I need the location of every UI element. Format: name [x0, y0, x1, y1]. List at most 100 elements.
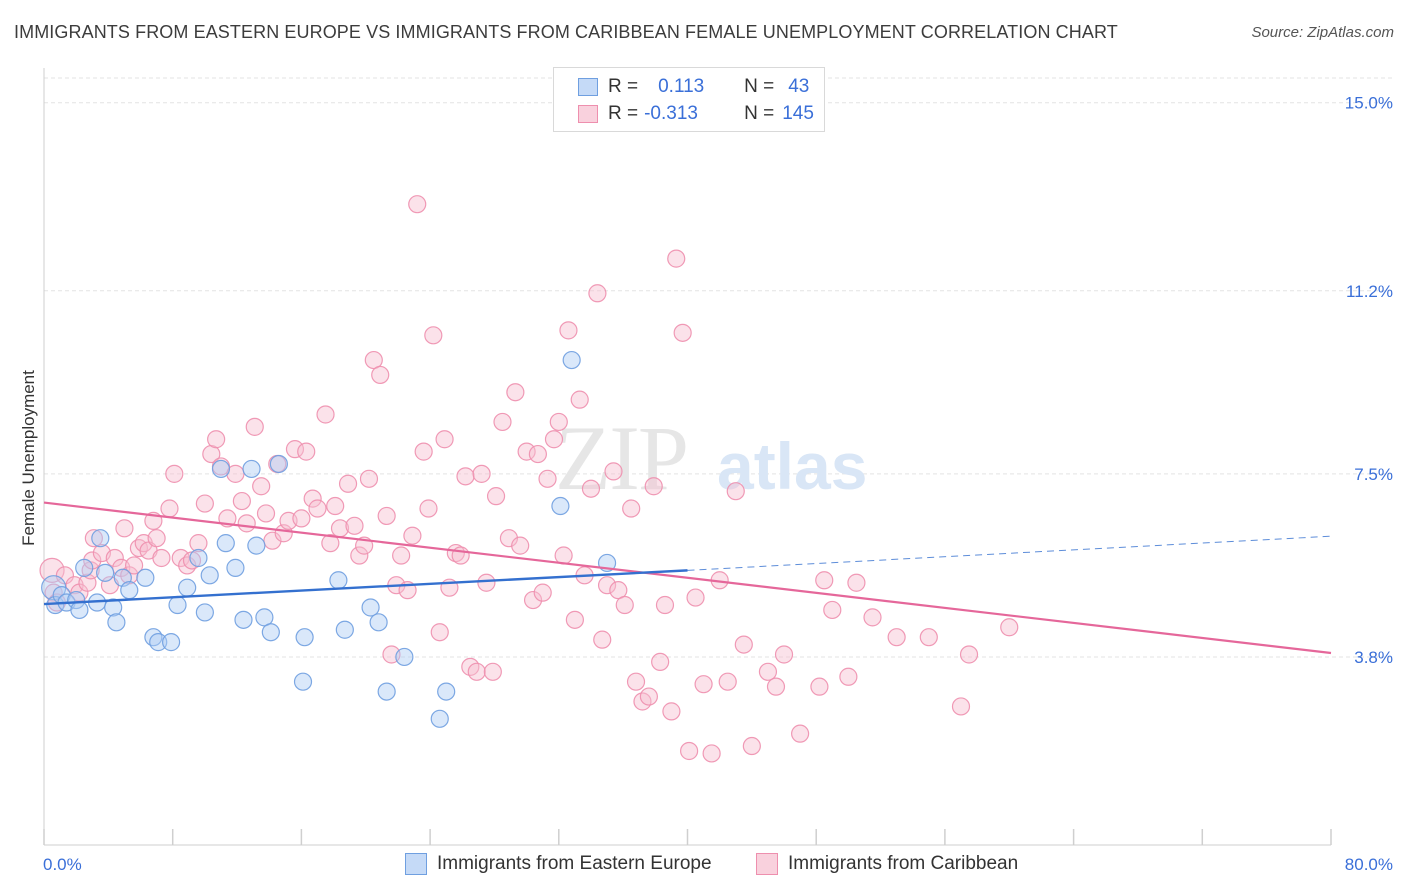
- data-point-eastern-europe: [551, 496, 570, 516]
- data-point-caribbean: [791, 724, 810, 743]
- data-point-caribbean: [424, 326, 443, 345]
- watermark-atlas: atlas: [717, 429, 867, 503]
- data-point-caribbean: [303, 489, 322, 508]
- data-point-caribbean: [237, 514, 256, 533]
- watermark-zip: ZIP: [555, 407, 687, 509]
- data-point-caribbean: [559, 321, 578, 340]
- data-point-caribbean: [506, 383, 525, 402]
- data-point-eastern-europe: [120, 581, 139, 600]
- data-point-caribbean: [742, 736, 761, 756]
- data-point-caribbean: [810, 677, 829, 696]
- data-point-caribbean: [308, 499, 327, 518]
- data-point-caribbean: [597, 576, 617, 595]
- x-tick-label: 0.0%: [43, 855, 82, 874]
- data-point-eastern-europe: [430, 709, 449, 728]
- data-point-eastern-europe: [562, 350, 581, 370]
- data-point-caribbean: [408, 195, 427, 214]
- data-point-caribbean: [626, 672, 646, 691]
- data-point-eastern-europe: [295, 628, 314, 647]
- data-point-eastern-europe: [211, 459, 231, 479]
- data-point-caribbean: [377, 506, 396, 526]
- data-point-caribbean: [256, 504, 276, 523]
- data-point-eastern-europe: [261, 623, 280, 642]
- data-point-caribbean: [232, 491, 251, 511]
- legend-r-label: R =: [608, 103, 639, 124]
- data-point-caribbean: [430, 623, 449, 642]
- data-point-eastern-europe: [395, 647, 414, 667]
- data-point-eastern-europe: [247, 536, 266, 555]
- data-point-eastern-europe: [269, 454, 288, 474]
- data-point-eastern-europe: [91, 529, 110, 548]
- data-point-caribbean: [345, 516, 364, 535]
- data-point-caribbean: [207, 430, 226, 449]
- bottom-legend-label: Immigrants from Caribbean: [788, 853, 1019, 874]
- data-point-eastern-europe: [149, 633, 168, 652]
- data-point-caribbean: [1000, 618, 1019, 637]
- data-point-caribbean: [639, 687, 658, 706]
- trend-line-eastern-europe-extension: [687, 535, 1332, 571]
- data-point-eastern-europe: [75, 558, 94, 577]
- data-point-caribbean: [189, 534, 208, 553]
- data-point-caribbean: [615, 595, 634, 615]
- data-point-caribbean: [655, 595, 675, 615]
- data-point-eastern-europe: [234, 610, 253, 629]
- data-point-caribbean: [839, 667, 858, 686]
- data-point-caribbean: [815, 571, 834, 590]
- data-point-eastern-europe: [104, 598, 123, 617]
- data-point-caribbean: [702, 744, 721, 763]
- legend-n-label: N =: [744, 103, 775, 124]
- y-tick-label: 3.8%: [1354, 648, 1393, 667]
- data-point-caribbean: [292, 509, 311, 528]
- data-point-caribbean: [694, 675, 713, 694]
- data-point-caribbean: [84, 529, 103, 548]
- legend-n-value: 145: [782, 103, 814, 124]
- data-point-eastern-europe: [70, 600, 89, 620]
- data-point-caribbean: [147, 529, 166, 548]
- data-point-caribbean: [316, 405, 335, 424]
- data-point-caribbean: [477, 573, 496, 592]
- data-point-caribbean: [419, 499, 438, 518]
- data-point-eastern-europe: [335, 620, 354, 639]
- data-point-caribbean: [321, 534, 340, 553]
- data-point-caribbean: [622, 499, 641, 518]
- data-point-caribbean: [570, 390, 589, 409]
- data-point-eastern-europe: [107, 613, 126, 632]
- watermark: ZIP atlas: [555, 407, 867, 509]
- data-point-eastern-europe: [329, 571, 348, 590]
- data-point-caribbean: [252, 477, 271, 496]
- data-point-caribbean: [350, 546, 369, 565]
- y-tick-label: 7.5%: [1354, 465, 1393, 484]
- tick-labels: 3.8% 7.5% 11.2% 15.0% 0.0% 80.0%: [43, 94, 1393, 874]
- data-point-caribbean: [544, 430, 564, 449]
- legend-r-value: -0.313: [644, 103, 698, 124]
- y-tick-label: 15.0%: [1345, 94, 1393, 113]
- legend-row-caribbean: R = -0.313 N = 145: [578, 102, 814, 126]
- y-axis-label: Female Unemployment: [19, 370, 38, 546]
- data-point-caribbean: [887, 628, 906, 647]
- data-point-caribbean: [456, 467, 475, 486]
- data-point-caribbean: [326, 496, 345, 516]
- data-point-eastern-europe: [216, 534, 235, 553]
- trend-line-eastern-europe: [43, 569, 688, 606]
- data-point-caribbean: [774, 645, 794, 664]
- data-point-caribbean: [105, 548, 124, 568]
- data-point-eastern-europe: [96, 563, 115, 582]
- data-point-caribbean: [951, 697, 971, 716]
- data-point-caribbean: [588, 284, 607, 303]
- y-tick-label: 11.2%: [1346, 282, 1393, 301]
- data-point-caribbean: [472, 464, 491, 483]
- data-point-eastern-europe: [369, 613, 388, 632]
- data-point-caribbean: [549, 412, 568, 432]
- legend-n-label: N =: [744, 76, 775, 97]
- data-point-caribbean: [863, 608, 882, 627]
- data-point-caribbean: [486, 487, 506, 506]
- data-point-caribbean: [667, 249, 686, 268]
- data-point-eastern-europe: [67, 590, 86, 610]
- series-caribbean-points: [39, 195, 1019, 763]
- series-eastern-europe-points: [41, 350, 617, 728]
- data-point-caribbean: [959, 645, 979, 664]
- legend-swatch-pink: [578, 105, 598, 123]
- data-point-caribbean: [435, 430, 454, 449]
- data-point-eastern-europe: [437, 682, 456, 701]
- data-point-caribbean: [245, 417, 264, 436]
